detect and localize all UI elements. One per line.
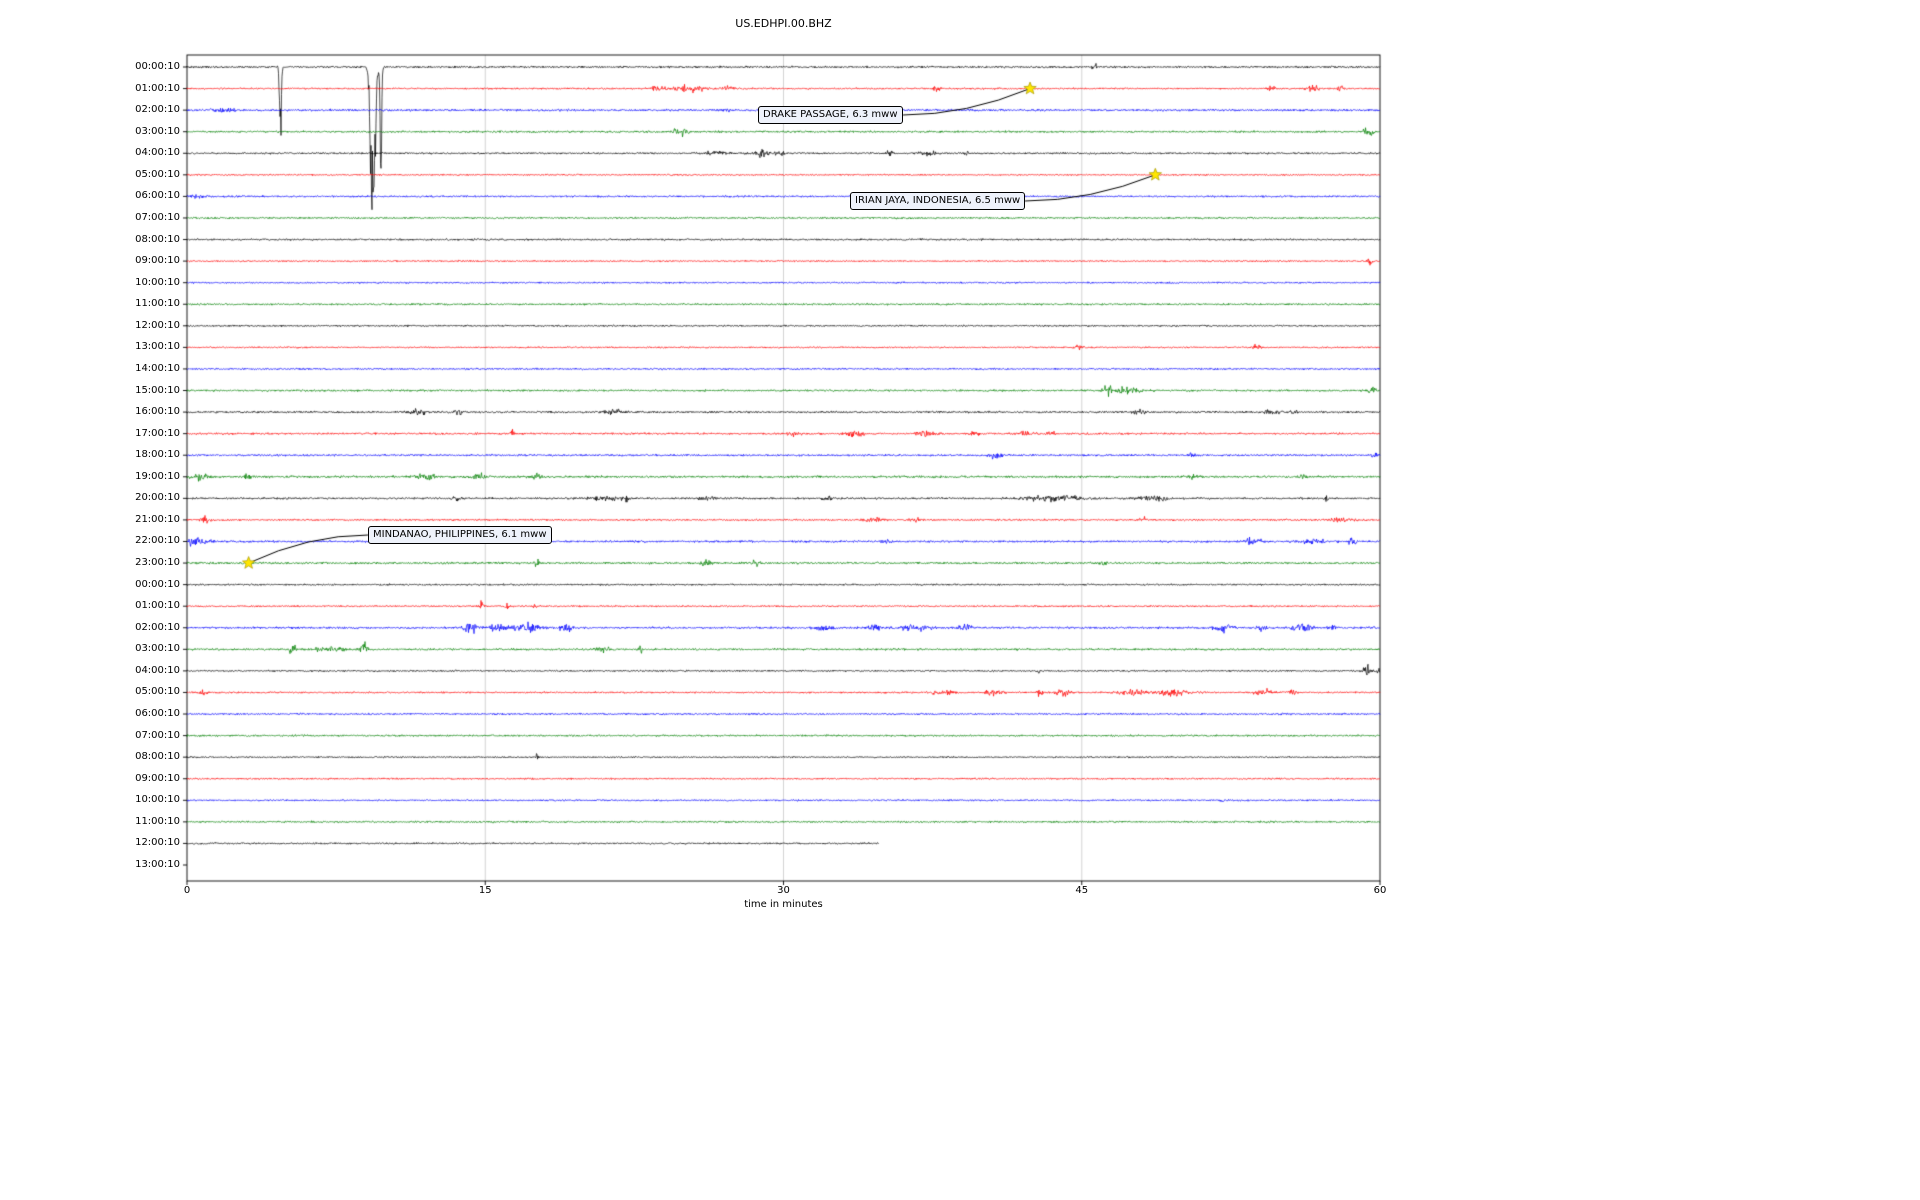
row-label: 12:00:10: [135, 837, 180, 849]
row-label: 01:00:10: [135, 82, 180, 94]
row-label: 07:00:10: [135, 729, 180, 741]
row-label: 20:00:10: [135, 492, 180, 504]
event-annotation: DRAKE PASSAGE, 6.3 mww: [758, 106, 903, 124]
row-label: 16:00:10: [135, 406, 180, 418]
row-label: 15:00:10: [135, 384, 180, 396]
row-label: 23:00:10: [135, 557, 180, 569]
row-label: 04:00:10: [135, 664, 180, 676]
x-tick-label: 45: [1075, 885, 1089, 896]
row-label: 14:00:10: [135, 362, 180, 374]
row-label: 07:00:10: [135, 211, 180, 223]
row-label: 02:00:10: [135, 104, 180, 116]
x-axis-label: time in minutes: [744, 899, 823, 910]
row-label: 11:00:10: [135, 815, 180, 827]
row-label: 17:00:10: [135, 427, 180, 439]
x-tick-label: 60: [1373, 885, 1387, 896]
row-label: 09:00:10: [135, 255, 180, 267]
row-label: 02:00:10: [135, 621, 180, 633]
row-label: 22:00:10: [135, 535, 180, 547]
row-label: 05:00:10: [135, 168, 180, 180]
row-label: 06:00:10: [135, 190, 180, 202]
x-tick-label: 0: [183, 885, 191, 896]
row-label: 04:00:10: [135, 147, 180, 159]
row-label: 13:00:10: [135, 341, 180, 353]
row-label: 00:00:10: [135, 61, 180, 72]
row-label: 06:00:10: [135, 708, 180, 720]
row-label: 03:00:10: [135, 643, 180, 655]
row-label: 13:00:10: [135, 859, 180, 870]
row-label: 09:00:10: [135, 772, 180, 784]
chart-title: US.EDHPI.00.BHZ: [735, 17, 832, 30]
row-label: 18:00:10: [135, 449, 180, 461]
x-tick-label: 15: [478, 885, 492, 896]
row-label: 03:00:10: [135, 125, 180, 137]
row-label: 21:00:10: [135, 513, 180, 525]
row-label: 19:00:10: [135, 470, 180, 482]
row-label: 00:00:10: [135, 578, 180, 590]
event-annotation: IRIAN JAYA, INDONESIA, 6.5 mww: [850, 192, 1026, 210]
row-label: 05:00:10: [135, 686, 180, 698]
row-label: 01:00:10: [135, 600, 180, 612]
row-label: 10:00:10: [135, 276, 180, 288]
row-label: 11:00:10: [135, 298, 180, 310]
row-label: 10:00:10: [135, 794, 180, 806]
row-label: 12:00:10: [135, 319, 180, 331]
x-tick-label: 30: [777, 885, 790, 896]
event-annotation: MINDANAO, PHILIPPINES, 6.1 mww: [368, 526, 552, 544]
row-label: 08:00:10: [135, 233, 180, 245]
row-label: 08:00:10: [135, 751, 180, 763]
